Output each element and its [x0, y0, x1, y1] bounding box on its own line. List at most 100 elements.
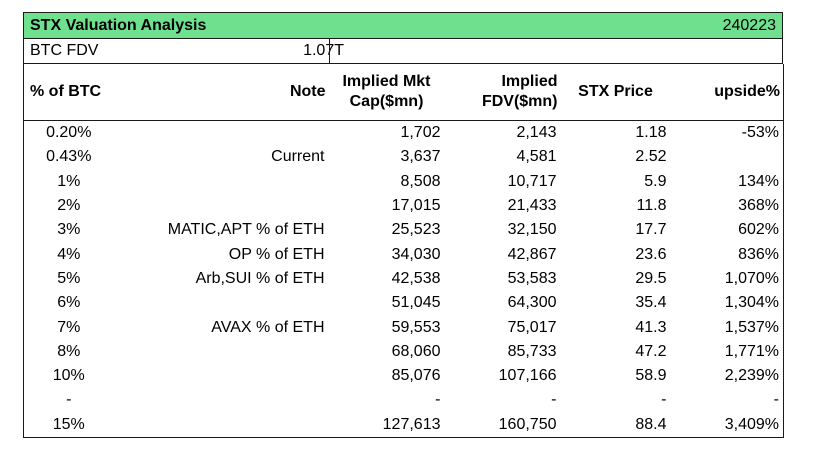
cell-note [120, 194, 329, 218]
btc-fdv-label: BTC FDV [30, 42, 99, 59]
btc-fdv-row: BTC FDV 1.07T [23, 39, 783, 64]
cell-upside: 1,304% [724, 294, 779, 312]
cell-implied-mkt-cap: 8,508 [400, 172, 441, 190]
cell-pct-btc: 0.20% [46, 124, 92, 142]
cell-pct-btc: 2% [57, 197, 81, 215]
cell-pct-btc: 1% [57, 172, 81, 190]
cell-upside: -53% [741, 124, 779, 142]
table-row: 1% 8,508 10,717 5.9 134% [24, 170, 784, 194]
cell-stx-price: 41.3 [635, 318, 667, 336]
cell-note [120, 340, 329, 364]
cell-implied-fdv: 32,150 [507, 221, 557, 239]
cell-implied-fdv: 107,166 [498, 367, 557, 385]
table-body: 0.20% 1,702 2,143 1.18 -53% 0.43% Current 3,637… [24, 121, 784, 438]
sheet-date: 240223 [722, 16, 776, 34]
table-row: ----- [24, 388, 784, 412]
table-row: 0.20% 1,702 2,143 1.18 -53% [24, 121, 784, 146]
table-row: 3% MATIC,APT % of ETH 25,523 32,150 17.7 602% [24, 218, 784, 242]
cell-pct-btc: 0.43% [46, 148, 92, 166]
cell-stx-price: 11.8 [636, 197, 667, 215]
cell-implied-fdv: - [551, 391, 557, 409]
cell-note: OP % of ETH [228, 245, 325, 263]
cell-pct-btc: 10% [52, 367, 85, 385]
cell-note: Arb,SUI % of ETH [195, 269, 325, 287]
cell-implied-fdv: 85,733 [507, 342, 557, 360]
cell-upside: 3,409% [724, 415, 779, 433]
cell-note [120, 364, 329, 388]
table-row: 7% AVAX % of ETH 59,553 75,017 41.3 1,537% [24, 315, 784, 339]
cell-note: Current [271, 148, 325, 166]
cell-implied-mkt-cap: 59,553 [391, 318, 441, 336]
table-row: 4% OP % of ETH 34,030 42,867 23.6 836% [24, 242, 784, 266]
cell-implied-fdv: 160,750 [498, 415, 557, 433]
cell-stx-price: - [661, 391, 667, 409]
cell-stx-price: 23.6 [635, 245, 667, 263]
cell-upside: 1,537% [724, 318, 779, 336]
btc-fdv-value: 1.07T [303, 42, 344, 59]
cell-pct-btc: 5% [57, 269, 81, 287]
cell-stx-price: 47.2 [635, 342, 667, 360]
cell-note: AVAX % of ETH [211, 318, 325, 336]
cell-stx-price: 5.9 [644, 172, 667, 190]
cell-pct-btc: 7% [57, 318, 81, 336]
table-row: 5% Arb,SUI % of ETH 42,538 53,583 29.5 1,070% [24, 267, 784, 291]
sheet-title: STX Valuation Analysis [30, 16, 207, 34]
header-stx-price: STX Price [560, 64, 671, 121]
cell-note: MATIC,APT % of ETH [167, 221, 325, 239]
cell-implied-fdv: 10,717 [507, 172, 557, 190]
cell-note [120, 170, 329, 194]
cell-implied-mkt-cap: 85,076 [391, 367, 441, 385]
cell-upside: 368% [738, 197, 779, 215]
cell-stx-price: 2.52 [635, 148, 667, 166]
cell-upside: 134% [738, 172, 779, 190]
cell-note [120, 388, 329, 412]
cell-pct-btc: 15% [52, 415, 85, 433]
cell-upside [671, 145, 784, 169]
cell-implied-mkt-cap: 3,637 [400, 148, 441, 166]
valuation-sheet: STX Valuation Analysis 240223 BTC FDV 1.… [23, 12, 784, 438]
table-row: 10% 85,076 107,166 58.9 2,239% [24, 364, 784, 388]
header-implied-mkt-cap: Implied Mkt Cap($mn) [328, 64, 445, 121]
header-row: % of BTC Note Implied Mkt Cap($mn) Impli… [23, 64, 784, 121]
cell-pct-btc: 6% [57, 294, 81, 312]
cell-upside: 1,771% [724, 342, 779, 360]
valuation-table: % of BTC Note Implied Mkt Cap($mn) Impli… [23, 64, 784, 438]
cell-upside: 602% [738, 221, 779, 239]
cell-implied-fdv: 42,867 [507, 245, 557, 263]
cell-pct-btc: 3% [57, 221, 81, 239]
header-implied-fdv: Implied FDV($mn) [444, 64, 561, 121]
cell-pct-btc: 8% [57, 342, 81, 360]
header-pct-btc: % of BTC [23, 64, 120, 121]
cell-implied-mkt-cap: 1,702 [400, 124, 441, 142]
cell-implied-mkt-cap: 17,015 [391, 197, 441, 215]
cell-note [120, 121, 329, 146]
cell-implied-mkt-cap: 68,060 [391, 342, 441, 360]
cell-implied-fdv: 75,017 [507, 318, 557, 336]
cell-implied-mkt-cap: 25,523 [391, 221, 441, 239]
cell-upside: - [773, 391, 779, 409]
cell-upside: 836% [738, 245, 779, 263]
cell-implied-fdv: 2,143 [516, 124, 557, 142]
header-upside: upside% [670, 64, 784, 121]
table-row: 8% 68,060 85,733 47.2 1,771% [24, 340, 784, 364]
cell-implied-mkt-cap: 34,030 [391, 245, 441, 263]
cell-implied-mkt-cap: 51,045 [391, 294, 441, 312]
table-row: 6% 51,045 64,300 35.4 1,304% [24, 291, 784, 315]
title-row: STX Valuation Analysis 240223 [23, 12, 783, 39]
cell-implied-fdv: 4,581 [516, 148, 557, 166]
cell-stx-price: 29.5 [635, 269, 667, 287]
cell-upside: 2,239% [724, 367, 779, 385]
table-row: 15% 127,613 160,750 88.4 3,409% [24, 413, 784, 438]
cell-stx-price: 58.9 [635, 367, 667, 385]
cell-note [120, 413, 329, 438]
cell-stx-price: 17.7 [635, 221, 667, 239]
column-divider [329, 39, 330, 63]
cell-upside: 1,070% [724, 269, 779, 287]
cell-pct-btc: 4% [57, 245, 81, 263]
cell-implied-fdv: 64,300 [507, 294, 557, 312]
cell-pct-btc: - [66, 391, 72, 409]
cell-implied-fdv: 21,433 [507, 197, 557, 215]
cell-implied-mkt-cap: - [435, 391, 441, 409]
cell-note [120, 291, 329, 315]
table-row: 2% 17,015 21,433 11.8 368% [24, 194, 784, 218]
